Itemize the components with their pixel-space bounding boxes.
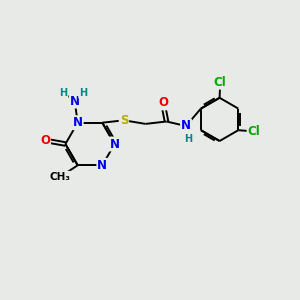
Text: Cl: Cl bbox=[214, 76, 226, 89]
Text: N: N bbox=[110, 137, 120, 151]
Text: H: H bbox=[59, 88, 68, 98]
Text: H: H bbox=[79, 88, 87, 98]
Text: N: N bbox=[73, 116, 83, 129]
Text: O: O bbox=[158, 96, 168, 110]
Text: Cl: Cl bbox=[248, 125, 260, 138]
Text: N: N bbox=[181, 119, 191, 133]
Text: H: H bbox=[184, 134, 193, 144]
Text: S: S bbox=[120, 114, 128, 127]
Text: O: O bbox=[40, 134, 50, 147]
Text: N: N bbox=[70, 94, 80, 108]
Text: CH₃: CH₃ bbox=[50, 172, 71, 182]
Text: N: N bbox=[97, 159, 107, 172]
